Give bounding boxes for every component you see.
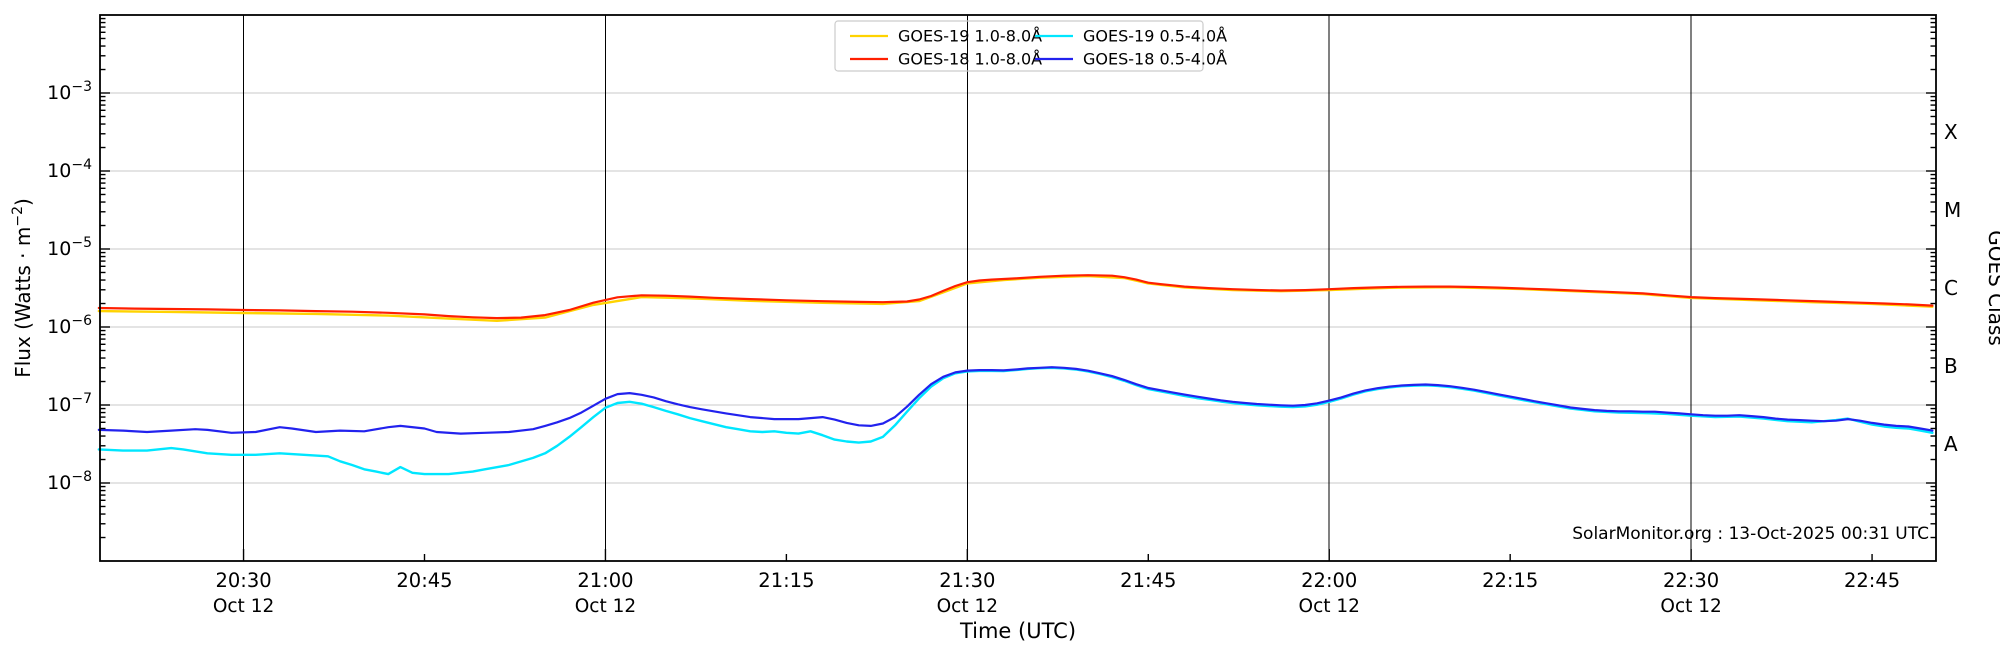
goes-class-c: C bbox=[1944, 276, 1958, 300]
x-axis-tick-labels: 20:30 Oct 12 21:00 Oct 12 21:30 Oct 12 22:00 Oc… bbox=[213, 569, 1900, 617]
series-goes-18-1-0-8-0- bbox=[97, 274, 1934, 320]
y-tick-label: 10−7 bbox=[47, 391, 92, 416]
legend-label: GOES-18 0.5-4.0Å bbox=[1083, 50, 1227, 69]
x-tick-date-label: Oct 12 bbox=[1299, 596, 1360, 617]
gridlines bbox=[100, 15, 1936, 561]
y-tick-label: 10−8 bbox=[47, 469, 92, 494]
goes-class-b: B bbox=[1944, 354, 1958, 378]
legend-label: GOES-19 0.5-4.0Å bbox=[1083, 27, 1227, 46]
x-tick-date-label: Oct 12 bbox=[575, 596, 636, 617]
goes-class-a: A bbox=[1944, 432, 1958, 456]
x-tick-time-label: 22:30 bbox=[1663, 569, 1719, 592]
axis-ticks bbox=[100, 17, 1936, 561]
series-goes-18-0-5-4-0- bbox=[97, 366, 1934, 435]
y-tick-label: 10−3 bbox=[47, 79, 92, 104]
x-tick-time-label: 22:15 bbox=[1482, 569, 1538, 592]
legend-label: GOES-18 1.0-8.0Å bbox=[898, 50, 1042, 69]
x-tick-date-label: Oct 12 bbox=[1660, 596, 1721, 617]
plot-frame bbox=[99, 14, 1937, 562]
x-tick-date-label: Oct 12 bbox=[937, 596, 998, 617]
goes-class-x: X bbox=[1944, 120, 1958, 144]
x-tick-time-label: 21:15 bbox=[758, 569, 814, 592]
x-tick-time-label: 20:30 bbox=[215, 569, 271, 592]
x-tick-date-label: Oct 12 bbox=[213, 596, 274, 617]
plot-border bbox=[99, 14, 1937, 562]
x-tick-time-label: 21:45 bbox=[1120, 569, 1176, 592]
x-tick-time-label: 21:30 bbox=[939, 569, 995, 592]
x-axis-title: Time (UTC) bbox=[959, 619, 1076, 643]
legend-label: GOES-19 1.0-8.0Å bbox=[898, 27, 1042, 46]
y-axis-title-goes-class: GOES Class bbox=[1984, 230, 2000, 346]
series-goes-19-1-0-8-0- bbox=[97, 274, 1934, 322]
solarmonitor-timestamp: SolarMonitor.org : 13-Oct-2025 00:31 UTC bbox=[1572, 524, 1929, 544]
series-goes-19-0-5-4-0- bbox=[97, 366, 1934, 476]
legend: GOES-19 1.0-8.0Å GOES-18 1.0-8.0Å GOES-19 … bbox=[834, 20, 1227, 72]
goes-class-letters: X M C B A bbox=[1944, 120, 1961, 456]
y-tick-label: 10−6 bbox=[47, 313, 92, 338]
x-tick-time-label: 20:45 bbox=[396, 569, 452, 592]
x-tick-time-label: 22:00 bbox=[1301, 569, 1357, 592]
x-tick-time-label: 22:45 bbox=[1844, 569, 1900, 592]
legend-box bbox=[834, 20, 1204, 72]
goes-class-m: M bbox=[1944, 198, 1961, 222]
y-axis-title-flux: Flux (Watts · m−2) bbox=[10, 198, 35, 378]
y-axis-tick-labels: 10−3 10−4 10−5 10−6 10−7 10−8 bbox=[47, 79, 92, 494]
y-tick-label: 10−4 bbox=[47, 157, 92, 182]
x-tick-time-label: 21:00 bbox=[577, 569, 633, 592]
y-tick-label: 10−5 bbox=[47, 235, 92, 260]
flux-curves bbox=[97, 274, 1934, 476]
